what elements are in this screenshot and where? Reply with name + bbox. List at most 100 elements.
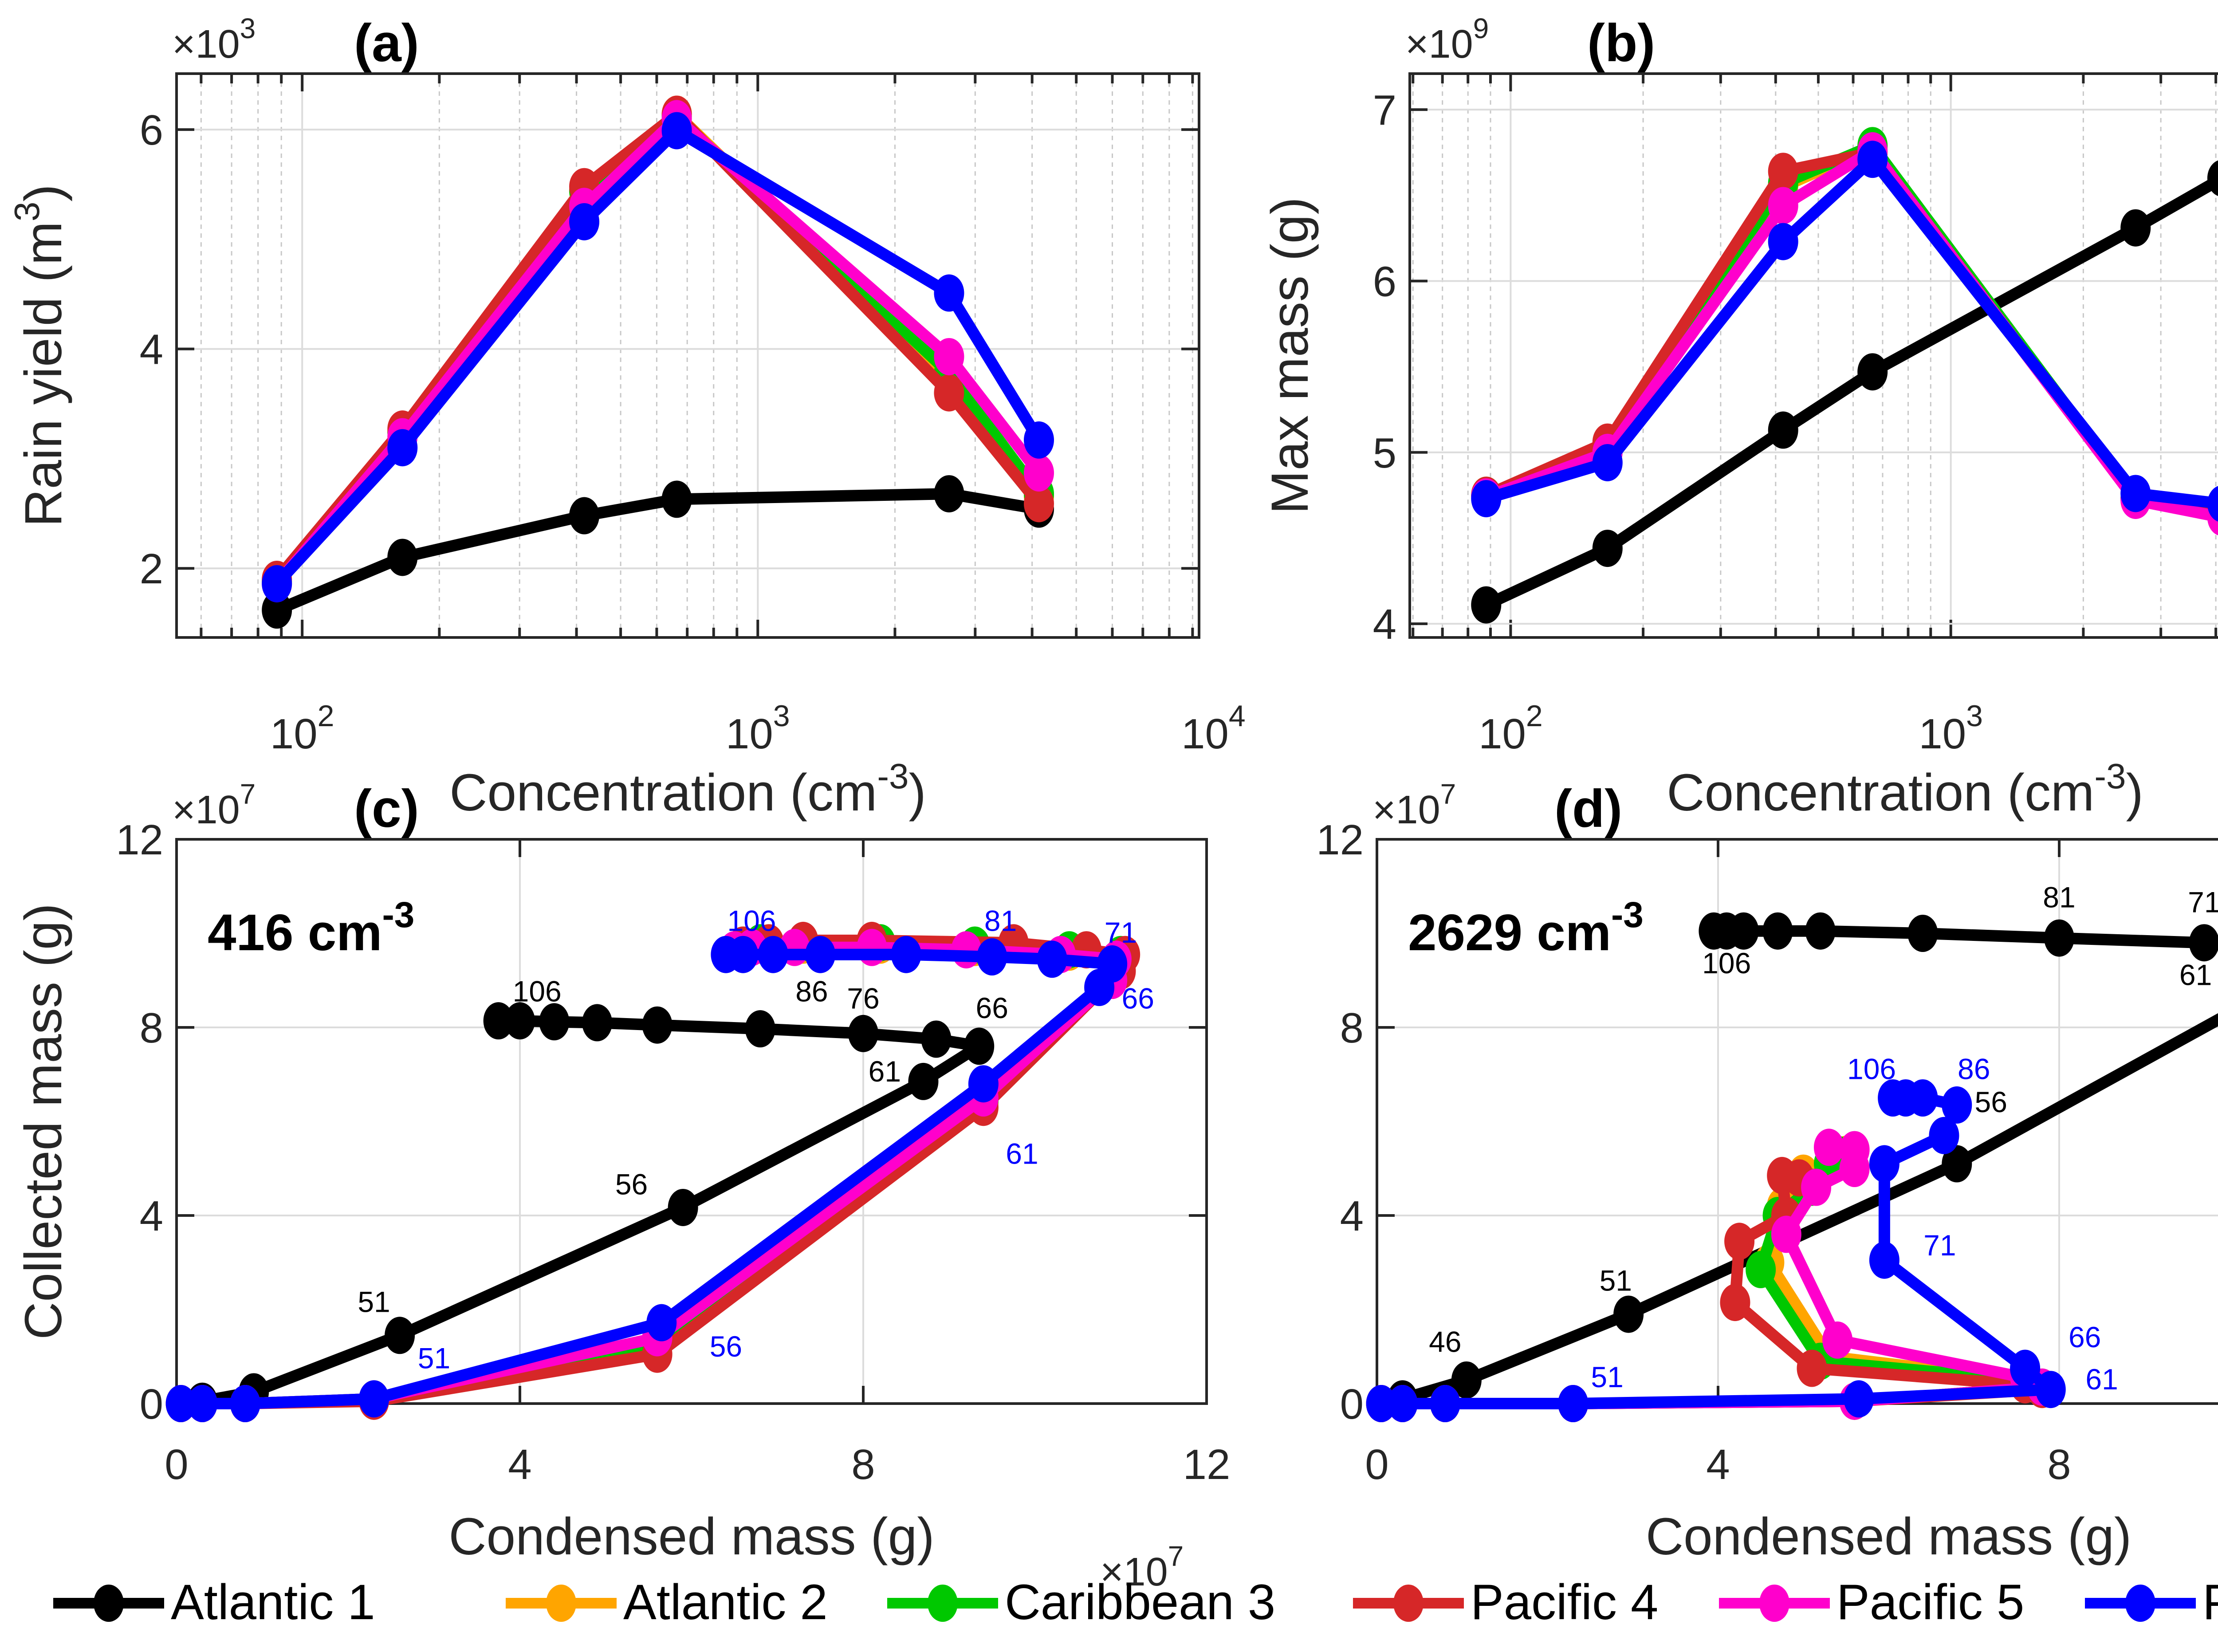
time-label: 56: [710, 1330, 742, 1363]
series-group: [1366, 912, 2218, 1422]
time-label: 76: [847, 982, 879, 1015]
data-point-pacific-6: [1097, 945, 1128, 983]
x-axis-label: Concentration (cm-3): [1667, 756, 2143, 822]
data-point-pacific-5: [951, 931, 982, 969]
data-point-pacific-6: [1430, 1385, 1460, 1422]
data-point-pacific-5: [1813, 1129, 1844, 1166]
data-point-pacific-5: [1023, 454, 1054, 492]
data-point-atlantic-1: [2120, 209, 2151, 247]
time-label: 61: [2179, 959, 2212, 991]
data-point-pacific-6: [1869, 1241, 1899, 1279]
data-point-pacific-6: [1844, 1380, 1874, 1418]
time-label: 106: [1702, 947, 1751, 979]
time-label: 71: [2188, 885, 2218, 918]
panel-label: (c): [354, 779, 419, 838]
data-point-pacific-4: [1797, 1349, 1827, 1387]
time-label: 106: [727, 905, 776, 937]
series-group: [262, 95, 1054, 629]
data-point-pacific-4: [1768, 153, 1798, 190]
data-point-pacific-6: [1942, 1086, 1972, 1124]
time-label: 66: [976, 991, 1008, 1024]
data-point-atlantic-1: [1613, 1295, 1644, 1333]
time-label: 86: [1958, 1053, 1990, 1086]
data-point-pacific-6: [2120, 475, 2151, 512]
data-point-atlantic-1: [385, 1317, 415, 1354]
y-tick-label: 8: [1340, 1004, 1364, 1052]
x-tick-label: 4: [1706, 1441, 1730, 1488]
data-point-atlantic-1: [964, 1027, 995, 1065]
time-label: 46: [1429, 1325, 1461, 1358]
legend-item-atlantic-2: Atlantic 2: [506, 1574, 828, 1630]
y-multiplier: ×109: [1405, 12, 1489, 67]
data-point-pacific-6: [805, 936, 836, 973]
data-point-pacific-5: [1822, 1321, 1853, 1359]
panel-label: (b): [1587, 13, 1655, 73]
legend-item-pacific-4: Pacific 4: [1353, 1574, 1658, 1630]
data-point-pacific-6: [1929, 1117, 1959, 1154]
x-axis-label: Condensed mass (g): [1646, 1507, 2131, 1566]
data-point-pacific-6: [1023, 421, 1054, 459]
axes-box: [1408, 72, 2218, 639]
y-tick-label: 6: [140, 106, 163, 154]
data-point-pacific-5: [1768, 187, 1798, 224]
time-label: 106: [513, 975, 562, 1008]
data-point-pacific-6: [2010, 1349, 2041, 1387]
data-point-atlantic-1: [848, 1015, 878, 1052]
data-point-atlantic-1: [2189, 924, 2218, 962]
y-tick-label: 12: [1316, 816, 1364, 864]
y-tick-label: 5: [1373, 429, 1396, 477]
panel-label: (a): [354, 13, 419, 73]
x-tick-label: 12: [1183, 1441, 1231, 1488]
y-tick-label: 0: [1340, 1381, 1364, 1428]
data-point-atlantic-1: [1805, 912, 1836, 950]
data-point-pacific-6: [1471, 480, 1502, 518]
x-multiplier: ×107: [1100, 1540, 1184, 1594]
legend-marker: [928, 1585, 958, 1622]
data-point-pacific-4: [1023, 485, 1054, 523]
data-point-pacific-6: [2035, 1371, 2066, 1408]
x-tick-label: 8: [851, 1441, 875, 1488]
time-label: 66: [2069, 1321, 2101, 1353]
data-point-pacific-5: [1801, 1168, 1832, 1206]
legend-marker: [1759, 1585, 1789, 1622]
legend-label: Pacific 4: [1471, 1574, 1658, 1630]
time-label: 56: [615, 1168, 648, 1200]
legend-label: Pacific 5: [1837, 1574, 2024, 1630]
data-point-pacific-6: [968, 1065, 999, 1103]
y-tick-label: 6: [1373, 258, 1396, 305]
x-tick-label: 103: [726, 699, 790, 758]
legend-item-pacific-5: Pacific 5: [1719, 1574, 2024, 1630]
panel-b: 1021031044567×109(b)Concentration (cm-3)…: [1261, 12, 2218, 822]
data-point-atlantic-1: [505, 1002, 535, 1040]
y-multiplier: ×107: [1372, 778, 1456, 832]
data-point-atlantic-1: [745, 1010, 775, 1048]
data-point-atlantic-1: [921, 1020, 952, 1058]
y-multiplier: ×103: [172, 12, 256, 67]
data-point-atlantic-1: [1471, 586, 1502, 624]
data-point-atlantic-1: [539, 1003, 570, 1041]
legend-label: Pacific 6: [2202, 1574, 2218, 1630]
series-group: [1471, 127, 2218, 624]
data-point-pacific-6: [1558, 1385, 1589, 1422]
data-point-pacific-6: [646, 1304, 677, 1341]
data-point-pacific-6: [934, 274, 964, 312]
data-point-pacific-6: [2207, 486, 2218, 522]
data-point-pacific-6: [661, 112, 692, 149]
y-tick-label: 4: [1373, 601, 1396, 648]
legend: Atlantic 1 Atlantic 2 Caribbean 3 Pacific 4…: [53, 1574, 2218, 1630]
y-axis-label: Max mass (g): [1261, 197, 1319, 514]
data-point-atlantic-1: [1592, 530, 1623, 567]
data-point-atlantic-1: [668, 1188, 698, 1226]
x-tick-label: 102: [270, 699, 334, 758]
x-tick-label: 0: [1365, 1441, 1388, 1488]
x-axis-label: Condensed mass (g): [448, 1507, 934, 1566]
data-point-atlantic-1: [1451, 1361, 1482, 1399]
data-point-atlantic-1: [582, 1004, 613, 1042]
data-point-pacific-6: [165, 1385, 196, 1422]
axes-box: [175, 72, 1200, 639]
x-tick-label: 8: [2047, 1441, 2071, 1488]
data-point-atlantic-1: [2207, 160, 2218, 196]
